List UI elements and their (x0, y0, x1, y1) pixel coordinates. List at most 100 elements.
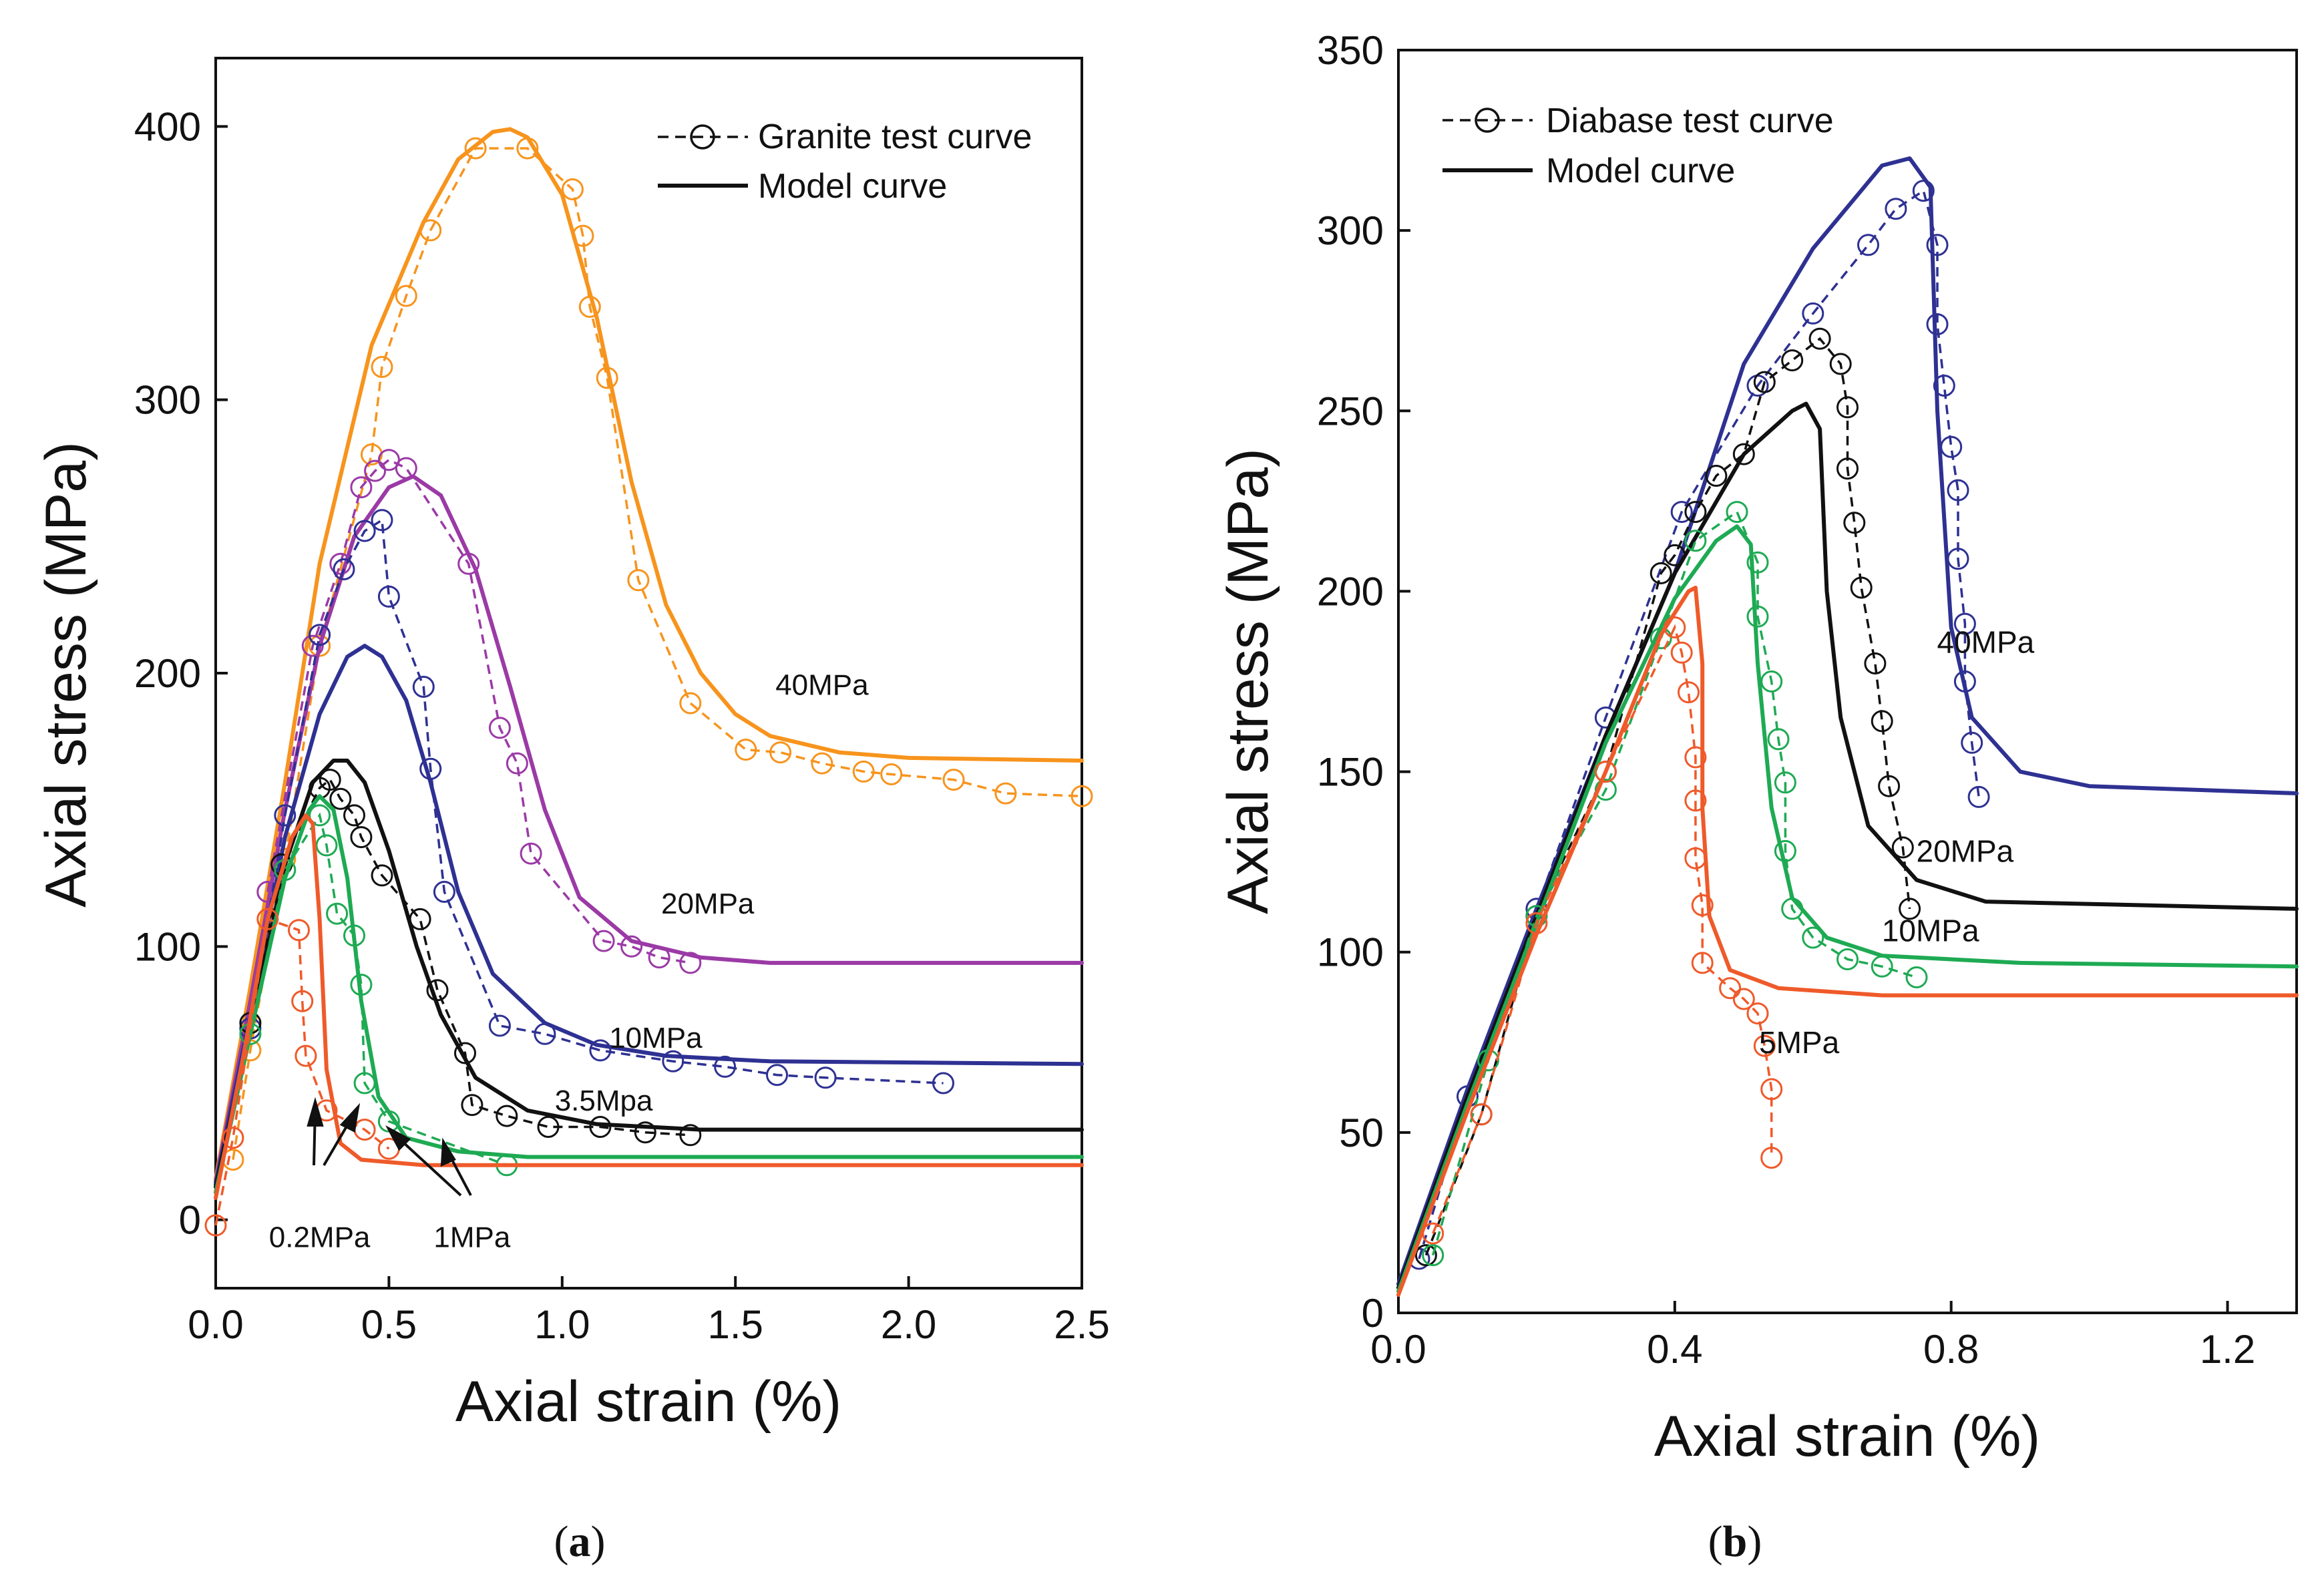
y-tick-label-b-2: 100 (1317, 930, 1384, 975)
test-point-b-20mpa-5 (1664, 544, 1686, 566)
y-tick-label-a-1: 100 (134, 924, 201, 969)
y-tick-label-a-3: 300 (134, 378, 201, 423)
series-group-a (204, 127, 1093, 1237)
y-tick-label-b-1: 50 (1339, 1111, 1384, 1155)
x-tick-label-a-3: 1.5 (707, 1302, 763, 1347)
test-point-a-10mpa-12 (589, 1039, 612, 1062)
test-point-b-20mpa-15 (1843, 512, 1866, 534)
test-point-b-10mpa-14 (1802, 926, 1824, 949)
series-group-b (1396, 156, 2299, 1297)
test-point-b-20mpa-4 (1650, 562, 1672, 584)
test-point-a-40mpa-3 (309, 634, 331, 657)
arrowhead-1mpa-2 (440, 1137, 456, 1167)
test-point-b-20mpa-9 (1753, 371, 1776, 393)
test-point-a-20mpa-3 (350, 476, 373, 499)
test-point-a-40mpa-23 (1071, 785, 1093, 807)
test-point-a-10mpa-9 (433, 881, 455, 903)
test-point-b-20mpa-20 (1891, 836, 1914, 859)
test-point-a-3.5mpa-16 (679, 1124, 702, 1147)
test-point-a-20mpa-11 (592, 930, 615, 952)
test-point-a-40mpa-9 (516, 137, 539, 160)
test-point-a-40mpa-16 (735, 739, 757, 761)
panel-label-b: (b) (1708, 1517, 1762, 1566)
test-point-a-40mpa-15 (679, 692, 702, 715)
test-point-a-3.5mpa-7 (371, 864, 393, 887)
test-point-a-10mpa-1 (274, 804, 297, 827)
test-point-b-20mpa-21 (1899, 898, 1921, 920)
test-point-a-20mpa-9 (506, 752, 528, 775)
test-point-a-10mpa-8 (419, 757, 442, 780)
test-curve-b-5mpa (1432, 624, 1773, 1234)
test-point-b-10mpa-17 (1905, 966, 1928, 988)
test-point-a-20mpa-2 (329, 552, 352, 575)
test-point-a-40mpa-11 (572, 224, 594, 247)
y-tick-label-a-0: 0 (179, 1198, 201, 1243)
test-point-a-3.5mpa-8 (409, 908, 431, 930)
test-point-b-10mpa-10 (1767, 728, 1790, 751)
test-point-a-40mpa-20 (880, 763, 903, 785)
test-point-a-1mpa-2 (309, 804, 331, 827)
series-label-b-5mpa: 5MPa (1759, 1025, 1840, 1060)
test-point-b-5mpa-13 (1732, 988, 1755, 1010)
series-labels-a: 40MPa 20MPa 10MPa 3.5Mpa 1MPa 0.2MPa (269, 669, 869, 1254)
test-point-b-10mpa-9 (1760, 670, 1783, 693)
test-point-b-10mpa-11 (1774, 771, 1796, 794)
test-point-b-20mpa-6 (1684, 501, 1707, 524)
y-tick-label-a-4: 400 (134, 104, 201, 149)
legend-test-marker-b (1475, 108, 1500, 133)
model-curve-b-5mpa (1396, 586, 2299, 1297)
test-point-a-1mpa-3 (315, 834, 338, 857)
annotation-arrows-a (307, 1097, 472, 1197)
axis-title-x-b: Axial strain (%) (1654, 1404, 2040, 1468)
test-point-b-20mpa-12 (1829, 353, 1852, 375)
test-point-a-40mpa-8 (464, 137, 487, 160)
test-point-b-10mpa-5 (1684, 530, 1707, 552)
test-point-b-40mpa-7 (1857, 234, 1879, 256)
test-point-b-10mpa-6 (1726, 501, 1748, 524)
test-point-b-40mpa-19 (1967, 785, 1990, 808)
test-point-a-3.5mpa-9 (426, 979, 449, 1002)
test-point-b-10mpa-13 (1781, 898, 1804, 920)
test-point-b-5mpa-5 (1670, 641, 1693, 664)
test-point-a-40mpa-14 (627, 569, 650, 592)
x-tick-label-b-2: 0.8 (1923, 1327, 1979, 1372)
arrowhead-0.2mpa-2 (339, 1103, 361, 1133)
test-point-a-40mpa-7 (419, 219, 442, 242)
test-point-a-10mpa-14 (714, 1055, 737, 1078)
x-tick-label-a-5: 2.5 (1054, 1302, 1109, 1347)
axes-b: 0.0 0.4 0.8 1.2 0 50 100 150 200 250 300 350 (1317, 28, 2255, 1372)
test-point-b-40mpa-15 (1947, 548, 1969, 570)
test-point-a-1mpa-6 (350, 974, 373, 996)
test-curve-b-40mpa (1418, 188, 1980, 1259)
panel-label-a: (a) (554, 1517, 606, 1566)
test-point-a-3.5mpa-14 (589, 1116, 612, 1138)
test-point-a-40mpa-5 (371, 356, 393, 378)
test-point-a-10mpa-7 (412, 676, 435, 698)
test-point-b-40mpa-17 (1953, 670, 1976, 693)
test-point-b-40mpa-9 (1912, 180, 1935, 202)
test-point-b-40mpa-10 (1926, 234, 1949, 256)
test-point-b-10mpa-0 (1422, 1244, 1444, 1267)
y-tick-label-b-4: 200 (1317, 569, 1384, 614)
y-tick-label-b-7: 350 (1317, 28, 1384, 73)
legend-test-marker-a (690, 124, 715, 150)
test-point-a-10mpa-5 (371, 509, 393, 532)
series-label-a-20mpa: 20MPa (661, 888, 755, 920)
test-point-a-40mpa-13 (596, 367, 618, 389)
test-point-b-40mpa-14 (1947, 479, 1969, 502)
test-point-b-20mpa-14 (1836, 457, 1859, 480)
test-point-a-10mpa-10 (488, 1014, 511, 1037)
test-point-b-40mpa-12 (1933, 375, 1955, 397)
model-curve-a-10mpa (214, 644, 1084, 1187)
test-point-b-40mpa-18 (1961, 731, 1983, 754)
legend-b: Diabase test curve Model curve (1442, 102, 1834, 190)
test-point-b-5mpa-14 (1746, 1002, 1769, 1025)
test-point-a-1mpa-7 (353, 1072, 376, 1095)
y-tick-label-b-0: 0 (1362, 1291, 1384, 1336)
test-point-b-10mpa-16 (1871, 955, 1893, 978)
test-point-a-10mpa-3 (333, 558, 355, 580)
test-point-a-1mpa-4 (326, 902, 349, 925)
test-point-b-40mpa-8 (1885, 198, 1907, 220)
test-point-a-3.5mpa-6 (350, 826, 373, 849)
plot-frame-b (1397, 49, 2298, 1314)
